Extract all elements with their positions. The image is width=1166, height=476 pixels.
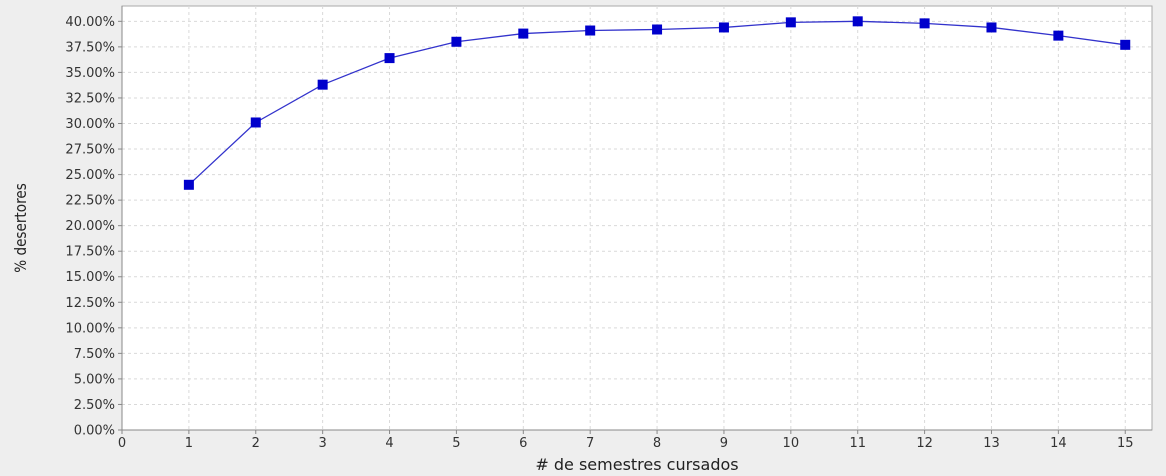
x-tick-label: 2 bbox=[252, 436, 260, 451]
x-tick-label: 4 bbox=[385, 436, 393, 451]
x-tick-label: 9 bbox=[720, 436, 728, 451]
x-tick-label: 14 bbox=[1050, 436, 1067, 451]
y-tick-label: 30.00% bbox=[65, 117, 115, 132]
data-point-marker bbox=[1053, 30, 1064, 41]
y-tick-label: 15.00% bbox=[65, 270, 115, 285]
y-tick-label: 40.00% bbox=[65, 15, 115, 30]
x-tick-labels: 0 1 2 3 4 5 6 7 8 9 10 11 12 13 14 15 bbox=[118, 430, 1134, 451]
y-tick-label: 10.00% bbox=[65, 321, 115, 336]
x-tick-label: 12 bbox=[916, 436, 933, 451]
y-tick-label: 35.00% bbox=[65, 66, 115, 81]
x-tick-label: 5 bbox=[452, 436, 460, 451]
data-point-marker bbox=[250, 117, 261, 128]
x-tick-label: 1 bbox=[185, 436, 193, 451]
y-tick-label: 12.50% bbox=[65, 296, 115, 311]
data-point-marker bbox=[451, 36, 462, 47]
x-tick-label: 15 bbox=[1117, 436, 1134, 451]
y-axis-label: % desertores bbox=[12, 183, 30, 273]
plot-area bbox=[121, 5, 1153, 431]
y-grid-lines bbox=[122, 20, 1152, 405]
data-point-marker bbox=[1120, 39, 1131, 50]
x-tick-label: 8 bbox=[653, 436, 661, 451]
x-axis-label: # de semestres cursados bbox=[535, 455, 738, 474]
data-point-marker bbox=[852, 16, 863, 27]
data-point-marker bbox=[384, 53, 395, 64]
y-tick-label: 22.50% bbox=[65, 194, 115, 209]
x-tick-label: 6 bbox=[519, 436, 527, 451]
y-tick-label: 7.50% bbox=[74, 347, 115, 362]
y-tick-label: 25.00% bbox=[65, 168, 115, 183]
data-point-marker bbox=[986, 22, 997, 33]
x-tick-label: 13 bbox=[983, 436, 1000, 451]
y-tick-label: 27.50% bbox=[65, 143, 115, 158]
y-tick-labels: 0.00% 2.50% 5.00% 7.50% 10.00% 12.50% 15.00% 17… bbox=[65, 15, 122, 439]
data-point-marker bbox=[919, 18, 930, 29]
x-tick-label: 7 bbox=[586, 436, 594, 451]
x-tick-label: 3 bbox=[319, 436, 327, 451]
data-point-marker bbox=[183, 179, 194, 190]
x-tick-label: 11 bbox=[849, 436, 866, 451]
y-tick-label: 20.00% bbox=[65, 219, 115, 234]
y-tick-label: 5.00% bbox=[74, 372, 115, 387]
x-grid-lines bbox=[188, 6, 1126, 430]
x-tick-label: 0 bbox=[118, 436, 126, 451]
data-point-marker bbox=[785, 17, 796, 28]
y-tick-label: 0.00% bbox=[74, 424, 115, 439]
y-tick-label: 17.50% bbox=[65, 245, 115, 260]
x-tick-label: 10 bbox=[783, 436, 800, 451]
data-point-marker bbox=[652, 24, 663, 35]
y-tick-label: 2.50% bbox=[74, 398, 115, 413]
y-tick-label: 37.50% bbox=[65, 40, 115, 55]
data-point-marker bbox=[518, 28, 529, 39]
data-point-marker bbox=[317, 79, 328, 90]
series bbox=[183, 16, 1131, 190]
y-tick-label: 32.50% bbox=[65, 91, 115, 106]
data-point-marker bbox=[585, 25, 596, 36]
data-point-marker bbox=[718, 22, 729, 33]
